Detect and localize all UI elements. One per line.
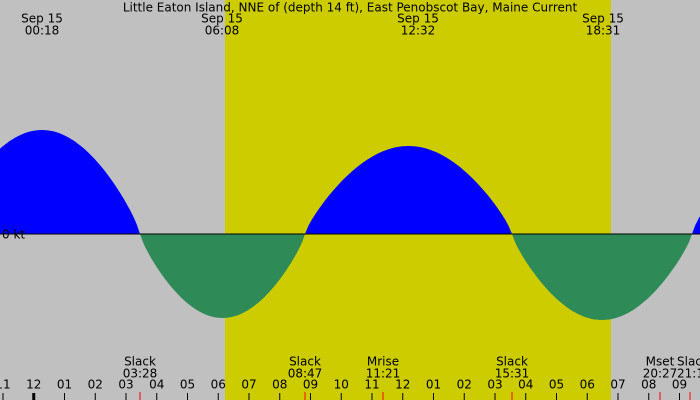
hour-label: 03 (487, 378, 502, 392)
hour-label: 04 (149, 378, 164, 392)
hour-label: 10 (334, 378, 349, 392)
event-time: 03:28 (123, 367, 158, 381)
current-curve (0, 130, 700, 320)
top-time: 12:32 (401, 24, 436, 38)
chart-title: Little Eaton Island, NNE of (depth 14 ft… (123, 1, 578, 15)
hour-label: 01 (57, 378, 72, 392)
hour-label: 12 (26, 378, 41, 392)
hour-label: 07 (610, 378, 625, 392)
event-time: 11:21 (366, 367, 401, 381)
ebb-lobe (512, 234, 692, 320)
event-name: Slack (289, 355, 321, 369)
hour-label: 07 (241, 378, 256, 392)
hour-label: 08 (272, 378, 287, 392)
event-name: Slack (496, 355, 528, 369)
hour-label: 06 (211, 378, 226, 392)
hour-label: 02 (457, 378, 472, 392)
hour-label: 09 (672, 378, 687, 392)
flood-lobe (0, 130, 140, 234)
top-date: Sep 15 (201, 12, 243, 26)
hour-label: 11 (364, 378, 379, 392)
hour-label: 09 (303, 378, 318, 392)
zero-label: 0 kt (2, 228, 25, 242)
event-time: 20:27 (643, 367, 678, 381)
event-name: Slack (124, 355, 156, 369)
event-time: 08:47 (288, 367, 323, 381)
hour-label: 06 (580, 378, 595, 392)
event-time: 15:31 (495, 367, 530, 381)
hour-label: 05 (549, 378, 564, 392)
hour-label: 08 (641, 378, 656, 392)
event-time: 21:1 (677, 367, 700, 381)
hour-label: 02 (88, 378, 103, 392)
hour-label: 12 (395, 378, 410, 392)
hour-label: 11 (0, 378, 11, 392)
event-name: Slack (677, 355, 700, 369)
ebb-lobe (140, 234, 305, 318)
top-date: Sep 15 (582, 12, 624, 26)
flood-lobe (305, 146, 512, 234)
top-time: 00:18 (25, 24, 60, 38)
top-time: 06:08 (205, 24, 240, 38)
hour-label: 01 (426, 378, 441, 392)
hour-label: 03 (118, 378, 133, 392)
top-date: Sep 15 (21, 12, 63, 26)
hour-label: 04 (518, 378, 533, 392)
top-date: Sep 15 (397, 12, 439, 26)
event-name: Mset (646, 355, 675, 369)
hour-label: 05 (180, 378, 195, 392)
top-time: 18:31 (586, 24, 621, 38)
event-name: Mrise (367, 355, 399, 369)
flood-lobe (692, 216, 700, 234)
